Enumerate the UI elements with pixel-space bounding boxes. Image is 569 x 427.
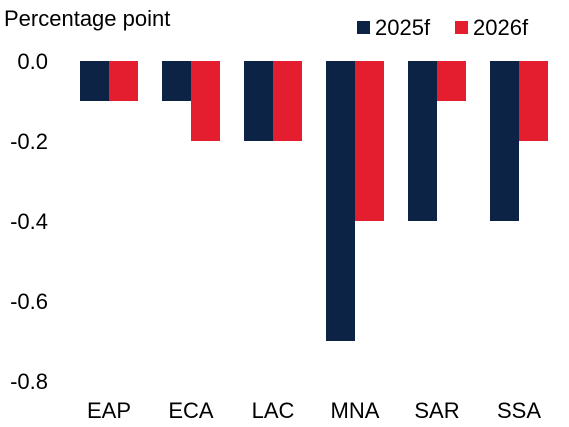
legend-swatch-2026f: [455, 21, 468, 34]
legend: 2025f 2026f: [357, 15, 529, 40]
y-tick-label: -0.8: [10, 369, 48, 394]
x-tick-label-sar: SAR: [414, 398, 459, 423]
x-tick-label-eca: ECA: [168, 398, 214, 423]
bar-eca-2025f: [162, 61, 191, 101]
bar-eap-2026f: [109, 61, 138, 101]
bar-lac-2026f: [273, 61, 302, 141]
legend-item-2025f: 2025f: [357, 15, 431, 40]
bar-mna-2025f: [326, 61, 355, 341]
legend-label-2026f: 2026f: [473, 15, 529, 40]
bar-sar-2026f: [437, 61, 466, 101]
bar-eca-2026f: [191, 61, 220, 141]
legend-swatch-2025f: [357, 21, 370, 34]
bars: [80, 61, 548, 341]
y-axis-ticks: 0.0 -0.2 -0.4 -0.6 -0.8: [10, 49, 48, 394]
bar-mna-2026f: [355, 61, 384, 221]
x-tick-label-mna: MNA: [331, 398, 380, 423]
legend-item-2026f: 2026f: [455, 15, 529, 40]
bar-ssa-2025f: [490, 61, 519, 221]
y-tick-label: -0.6: [10, 289, 48, 314]
x-axis-ticks: EAP ECA LAC MNA SAR SSA: [87, 398, 541, 423]
bar-sar-2025f: [408, 61, 437, 221]
bar-lac-2025f: [244, 61, 273, 141]
bar-eap-2025f: [80, 61, 109, 101]
x-tick-label-eap: EAP: [87, 398, 131, 423]
y-axis-title: Percentage point: [4, 6, 170, 31]
y-tick-label: -0.2: [10, 129, 48, 154]
y-tick-label: 0.0: [17, 49, 48, 74]
x-tick-label-lac: LAC: [252, 398, 295, 423]
y-tick-label: -0.4: [10, 209, 48, 234]
x-tick-label-ssa: SSA: [497, 398, 541, 423]
legend-label-2025f: 2025f: [375, 15, 431, 40]
bar-ssa-2026f: [519, 61, 548, 141]
